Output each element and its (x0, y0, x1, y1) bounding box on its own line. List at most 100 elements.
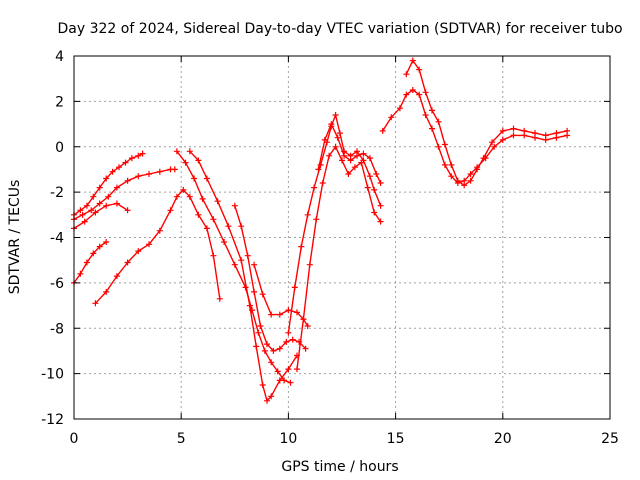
data-point (416, 66, 423, 73)
data-point (191, 175, 198, 182)
data-point (377, 218, 384, 225)
data-point (244, 252, 251, 259)
series-line (73, 168, 176, 221)
data-series-group (294, 143, 384, 373)
y-tick-label: 2 (55, 94, 64, 110)
data-point (491, 143, 498, 150)
data-point (379, 127, 386, 134)
data-point (276, 345, 283, 352)
data-point (422, 112, 429, 118)
x-tick-label: 20 (494, 431, 512, 447)
data-point (92, 300, 99, 307)
data-point (270, 347, 277, 354)
data-point (255, 329, 262, 336)
data-point (77, 270, 84, 277)
series-line (234, 204, 307, 352)
data-point (532, 130, 538, 137)
data-point (105, 193, 112, 200)
data-point (103, 175, 110, 182)
data-point (103, 202, 110, 209)
series-line (405, 59, 568, 187)
data-series-group (71, 239, 110, 286)
data-point (90, 250, 97, 257)
data-point (268, 311, 275, 318)
data-point (467, 177, 474, 184)
data-point (371, 209, 378, 216)
data-point (124, 177, 131, 184)
data-point (268, 359, 275, 366)
data-point (167, 207, 174, 214)
data-point (109, 168, 116, 175)
data-point (304, 323, 311, 329)
series-line (73, 241, 107, 284)
data-point (388, 114, 395, 121)
data-point (199, 195, 206, 202)
data-point (122, 159, 129, 166)
data-point (88, 207, 95, 214)
data-point (259, 382, 266, 388)
y-tick-label: 0 (55, 140, 64, 156)
data-point (128, 155, 135, 162)
x-axis-label: GPS time / hours (281, 459, 398, 475)
data-point (336, 130, 343, 137)
data-point (311, 184, 318, 191)
y-tick-label: -4 (50, 231, 64, 247)
data-point (83, 259, 90, 266)
data-point (135, 173, 142, 180)
data-point (319, 180, 326, 186)
data-point (461, 182, 468, 189)
data-point (510, 132, 517, 139)
data-point (103, 288, 110, 295)
data-point (83, 202, 90, 209)
data-point (225, 223, 232, 230)
data-point (135, 152, 142, 159)
data-point (195, 157, 202, 164)
series-line (94, 189, 221, 304)
data-point (326, 152, 333, 159)
series-line (73, 202, 129, 230)
data-point (285, 366, 292, 373)
data-point (294, 309, 300, 316)
data-point (180, 186, 187, 193)
data-point (396, 105, 403, 112)
data-point (334, 134, 341, 141)
data-point (261, 347, 268, 354)
data-point (416, 91, 423, 98)
data-point (113, 200, 120, 207)
data-point (253, 343, 260, 350)
data-point (339, 157, 345, 164)
data-series-group (315, 121, 384, 186)
data-point (124, 259, 131, 266)
data-point (246, 302, 253, 309)
data-point (289, 336, 296, 343)
data-point (510, 125, 517, 132)
data-point (564, 127, 571, 134)
data-point (146, 241, 152, 248)
data-point (542, 132, 549, 139)
data-point (276, 311, 283, 318)
data-point (268, 393, 275, 400)
data-point (124, 207, 131, 214)
data-point (96, 184, 103, 191)
data-series-group (71, 150, 146, 218)
data-point (306, 261, 313, 268)
data-point (182, 159, 189, 166)
series-line (253, 264, 309, 327)
data-point (403, 71, 410, 78)
data-point (274, 368, 281, 375)
data-point (298, 243, 305, 250)
y-tick-label: -10 (41, 367, 64, 383)
data-point (195, 211, 202, 218)
data-point (210, 216, 217, 223)
data-point (251, 288, 258, 295)
data-series-group (92, 186, 223, 307)
data-point (366, 155, 373, 162)
data-point (358, 159, 365, 166)
y-tick-label: -8 (50, 321, 64, 337)
data-point (429, 107, 435, 114)
data-point (467, 171, 474, 177)
grid-lines (74, 56, 610, 419)
data-point (203, 175, 210, 182)
data-point (332, 143, 339, 150)
